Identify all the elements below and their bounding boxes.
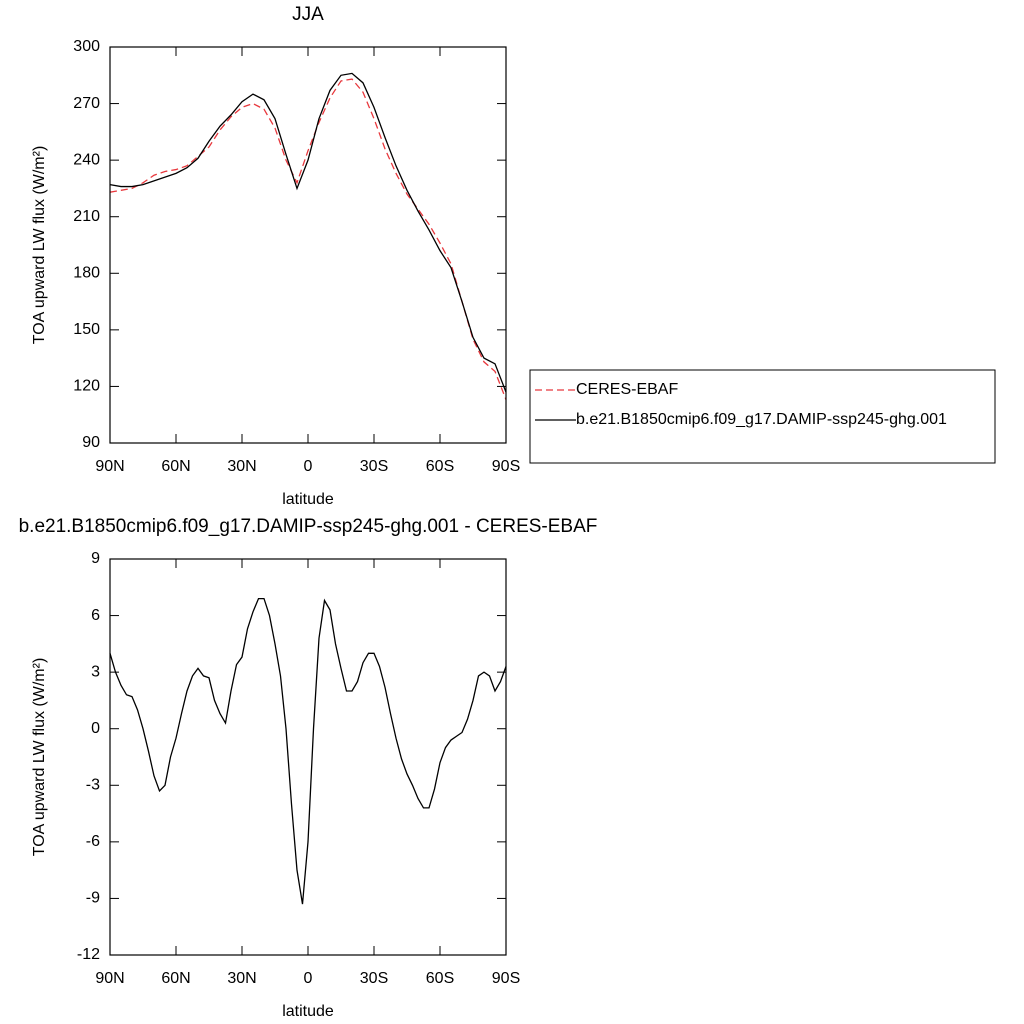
y-tick-label: 210 (73, 208, 100, 225)
x-tick-label: 60S (426, 458, 454, 475)
plot-frame (109, 558, 507, 956)
y-tick-label: 270 (73, 95, 100, 112)
x-tick-label: 90S (492, 970, 520, 987)
legend-label: b.e21.B1850cmip6.f09_g17.DAMIP-ssp245-gh… (576, 411, 947, 428)
x-tick-label: 90S (492, 458, 520, 475)
data-line (109, 78, 507, 400)
legend-box (529, 369, 996, 464)
chart-title: JJA (292, 4, 324, 25)
y-axis-label: TOA upward LW flux (W/m²) (31, 146, 48, 345)
data-line (109, 72, 507, 393)
x-tick-label: 60N (161, 458, 190, 475)
y-tick-label: 3 (91, 663, 100, 680)
chart-title: b.e21.B1850cmip6.f09_g17.DAMIP-ssp245-gh… (19, 516, 598, 537)
y-tick-label: 150 (73, 321, 100, 338)
x-axis-label: latitude (282, 1003, 334, 1020)
y-tick-label: 300 (73, 38, 100, 55)
y-tick-label: 9 (91, 550, 100, 567)
x-tick-label: 60N (161, 970, 190, 987)
x-tick-label: 30N (227, 970, 256, 987)
x-tick-label: 30S (360, 970, 388, 987)
x-tick-label: 0 (304, 458, 313, 475)
y-tick-label: 180 (73, 265, 100, 282)
x-tick-label: 60S (426, 970, 454, 987)
y-tick-label: -6 (86, 833, 100, 850)
y-axis-label: TOA upward LW flux (W/m²) (31, 658, 48, 857)
x-tick-label: 0 (304, 970, 313, 987)
y-tick-label: 0 (91, 720, 100, 737)
data-line (109, 597, 507, 905)
x-tick-label: 90N (95, 970, 124, 987)
y-tick-label: -3 (86, 777, 100, 794)
y-tick-label: -12 (77, 946, 100, 963)
y-tick-label: 240 (73, 151, 100, 168)
y-tick-label: 90 (82, 434, 100, 451)
legend-label: CERES-EBAF (576, 381, 678, 398)
x-axis-label: latitude (282, 491, 334, 508)
y-tick-label: 6 (91, 607, 100, 624)
y-tick-label: -9 (86, 890, 100, 907)
x-tick-label: 90N (95, 458, 124, 475)
plot-frame (109, 46, 507, 444)
x-tick-label: 30S (360, 458, 388, 475)
y-tick-label: 120 (73, 378, 100, 395)
x-tick-label: 30N (227, 458, 256, 475)
